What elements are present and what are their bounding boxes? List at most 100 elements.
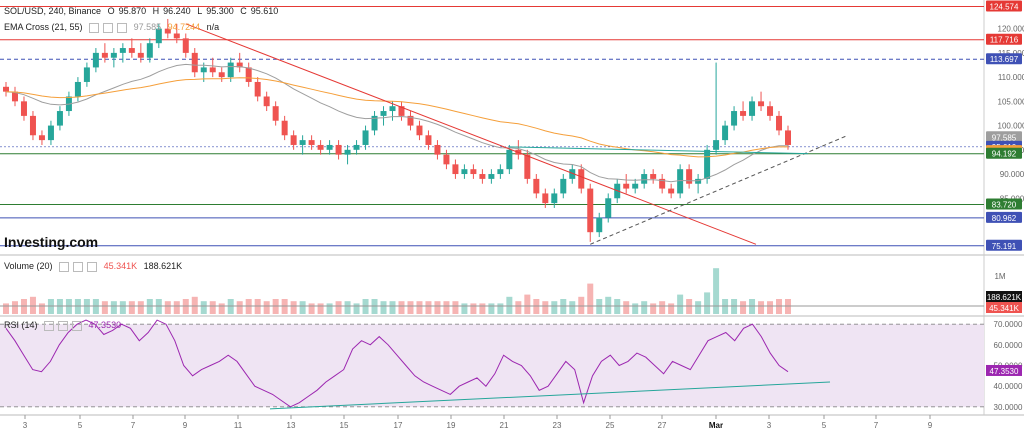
close-icon[interactable] [117,22,128,33]
volume-bar [128,301,135,314]
volume-bar [209,301,216,314]
candle-body [443,154,450,165]
eye-icon[interactable] [89,22,100,33]
candle-body [245,67,252,82]
price-tag-label: 94.192 [992,150,1017,159]
volume-bar [299,301,306,314]
candle-body [200,67,207,73]
high-label: H [152,6,160,16]
candle-body [299,140,306,145]
volume-tag-label: 45.341K [989,304,1019,313]
volume-bar [632,303,639,314]
x-tick-label: 5 [822,421,827,430]
candle-body [623,183,630,189]
y-tick-label: 90.000 [1000,170,1024,179]
volume-label: Volume (20) [4,261,53,271]
y-tick-label: 120.000 [998,25,1024,34]
x-tick-label: 3 [23,421,28,430]
candle-body [164,28,171,34]
volume-bar [3,303,9,314]
candle-body [209,67,216,73]
candle-body [479,174,486,179]
price-tag [986,198,1022,210]
ema-value-3: n/a [206,22,220,32]
volume-bar [587,283,594,314]
candle-body [677,169,684,194]
volume-bar [263,301,270,314]
low-label: L [197,6,203,16]
volume-bar [344,301,351,314]
volume-bar [110,301,117,314]
price-tag-label: 75.191 [992,242,1017,251]
rsi-band [0,324,984,407]
volume-bar [569,301,576,314]
candle-body [749,101,756,116]
brand-logo: Investing.com [4,234,102,250]
volume-bar [308,303,315,314]
volume-bar [677,294,684,314]
volume-bar [317,303,324,314]
close-icon[interactable] [87,261,98,272]
candle-body [632,183,639,189]
rsi-line [5,319,789,408]
settings-icon[interactable] [58,320,69,331]
settings-icon[interactable] [73,261,84,272]
candle-body [722,125,729,141]
candle-body [92,52,99,68]
candle-body [434,144,441,155]
candle-body [308,140,315,145]
rsi-tag-label: 47.3530 [990,367,1019,376]
candle-body [470,169,477,175]
x-tick-label: 23 [553,421,562,430]
volume-value-1: 45.341K [103,261,138,271]
x-tick-label: 11 [234,421,243,430]
eye-icon[interactable] [44,320,55,331]
volume-bar [236,301,243,314]
candle-body [281,120,288,136]
x-tick-label: 7 [131,421,136,430]
candle-body [650,174,657,179]
candle-body [569,169,576,179]
x-tick-label: 3 [767,421,772,430]
eye-icon[interactable] [59,261,70,272]
volume-bar [335,301,342,314]
candle-body [335,144,342,155]
candle-body [533,178,540,194]
candle-body [740,111,747,116]
candle-body [704,149,711,179]
candle-body [425,135,432,145]
volume-y-label: 1M [994,272,1005,281]
ema-value-1: 97.585 [133,22,162,32]
candle-body [686,169,693,184]
volume-header: Volume (20) 45.341K 188.621K [4,261,186,272]
brand-text: Investing.com [4,234,99,250]
volume-tag [986,291,1022,302]
volume-bar [758,301,765,314]
candle-body [128,48,135,53]
downtrend-line [185,23,757,245]
candle-body [551,193,558,204]
candle-body [20,101,27,116]
price-tag [986,0,1022,12]
candle-body [785,130,791,145]
volume-bar [704,292,711,314]
volume-bar [605,296,612,314]
settings-icon[interactable] [103,22,114,33]
ema-header: EMA Cross (21, 55) 97.585 94.7244 n/a [4,22,223,33]
volume-bar [416,301,423,314]
price-tag-label: 97.585 [992,133,1017,142]
candle-body [542,193,549,204]
volume-bar [119,301,126,314]
candle-body [191,52,198,73]
volume-bar [659,301,666,314]
open-value: 95.870 [118,6,147,16]
candle-body [182,38,189,53]
close-icon[interactable] [72,320,83,331]
candle-body [110,52,117,58]
volume-pane: 1M 188.621K 45.341K [0,268,1022,314]
x-tick-label: 9 [928,421,933,430]
low-value: 95.300 [206,6,234,16]
candle-body [731,111,738,126]
volume-bar [542,301,549,314]
